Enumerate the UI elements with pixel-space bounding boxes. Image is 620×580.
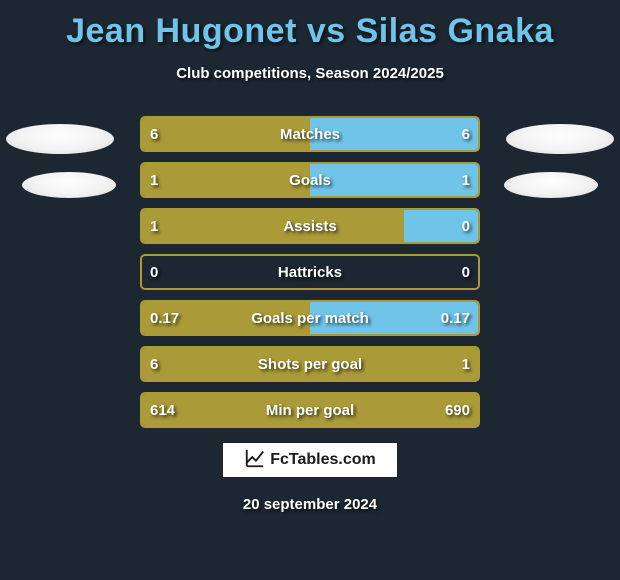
stat-fill-left bbox=[142, 164, 310, 196]
stat-row: 0.17Goals per match0.17 bbox=[140, 300, 480, 336]
decorative-ellipse bbox=[506, 124, 614, 154]
stat-fill-left bbox=[142, 210, 404, 242]
comparison-subtitle: Club competitions, Season 2024/2025 bbox=[0, 65, 620, 82]
stat-row: 6Matches6 bbox=[140, 116, 480, 152]
stat-row: 614Min per goal690 bbox=[140, 392, 480, 428]
footer-date: 20 september 2024 bbox=[0, 496, 620, 513]
stat-value-right: 0 bbox=[462, 256, 470, 288]
stat-fill-left bbox=[142, 302, 310, 334]
stat-value-left: 0 bbox=[150, 256, 158, 288]
stat-row: 1Assists0 bbox=[140, 208, 480, 244]
stat-fill-right bbox=[404, 210, 478, 242]
stat-fill-right bbox=[310, 164, 478, 196]
stat-fill-right bbox=[310, 302, 478, 334]
stat-fill-left bbox=[142, 394, 478, 426]
comparison-title: Jean Hugonet vs Silas Gnaka bbox=[0, 0, 620, 51]
chart-icon bbox=[244, 447, 266, 474]
stat-fill-left bbox=[142, 348, 478, 380]
decorative-ellipse bbox=[504, 172, 598, 198]
decorative-ellipse bbox=[6, 124, 114, 154]
stat-row: 1Goals1 bbox=[140, 162, 480, 198]
stat-label: Hattricks bbox=[142, 256, 478, 288]
comparison-arena: 6Matches6 1Goals1 1Assists0 0Hattricks0 0.17… bbox=[0, 116, 620, 428]
stat-fill-left bbox=[142, 118, 310, 150]
brand-badge: FcTables.com bbox=[222, 442, 398, 478]
stat-fill-right bbox=[310, 118, 478, 150]
stat-rows-container: 6Matches6 1Goals1 1Assists0 0Hattricks0 0.17… bbox=[140, 116, 480, 428]
stat-row: 0Hattricks0 bbox=[140, 254, 480, 290]
decorative-ellipse bbox=[22, 172, 116, 198]
brand-text: FcTables.com bbox=[270, 451, 376, 469]
stat-row: 6Shots per goal1 bbox=[140, 346, 480, 382]
